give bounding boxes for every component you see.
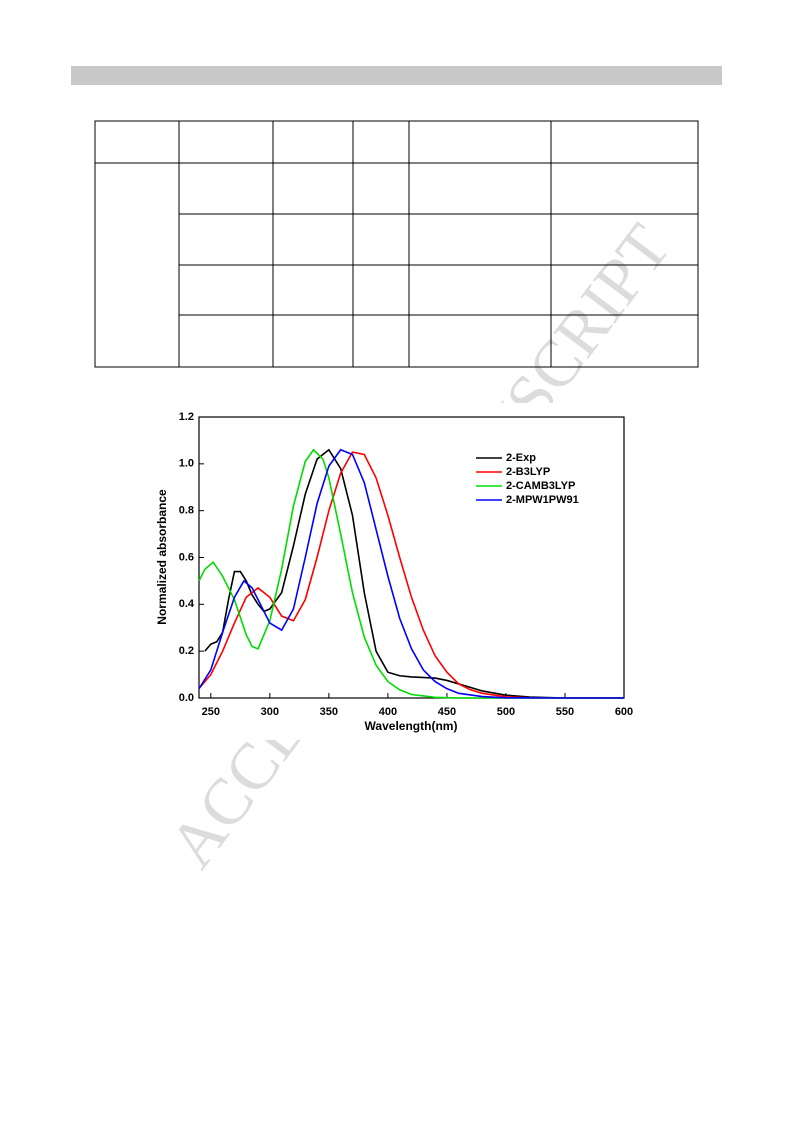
header-bar bbox=[71, 66, 722, 85]
data-line bbox=[204, 448, 624, 699]
x-tick-label: 500 bbox=[497, 706, 515, 718]
table-border bbox=[94, 120, 699, 368]
y-tick-label: 0.2 bbox=[179, 645, 194, 657]
x-tick-label: 600 bbox=[615, 706, 633, 718]
y-tick-label: 0.4 bbox=[179, 598, 195, 610]
x-tick-label: 350 bbox=[320, 706, 338, 718]
legend-label: 2-Exp bbox=[506, 452, 536, 464]
legend-label: 2-MPW1PW91 bbox=[506, 494, 579, 506]
x-tick-label: 450 bbox=[438, 706, 456, 718]
y-tick-label: 1.0 bbox=[179, 458, 194, 470]
legend-label: 2-CAMB3LYP bbox=[506, 480, 575, 492]
x-axis-label: Wavelength(nm) bbox=[365, 719, 458, 733]
x-tick-label: 550 bbox=[556, 706, 574, 718]
y-tick-label: 1.2 bbox=[179, 411, 194, 423]
table bbox=[94, 120, 699, 368]
x-tick-label: 300 bbox=[261, 706, 279, 718]
y-tick-label: 0.0 bbox=[179, 692, 194, 704]
data-line bbox=[198, 448, 624, 699]
chart-background bbox=[155, 403, 638, 740]
y-tick-label: 0.6 bbox=[179, 551, 194, 563]
x-tick-label: 250 bbox=[202, 706, 220, 718]
x-tick-label: 400 bbox=[379, 706, 397, 718]
legend-label: 2-B3LYP bbox=[506, 466, 550, 478]
y-axis-label: Normalized absorbance bbox=[155, 489, 169, 625]
y-tick-label: 0.8 bbox=[179, 505, 194, 517]
